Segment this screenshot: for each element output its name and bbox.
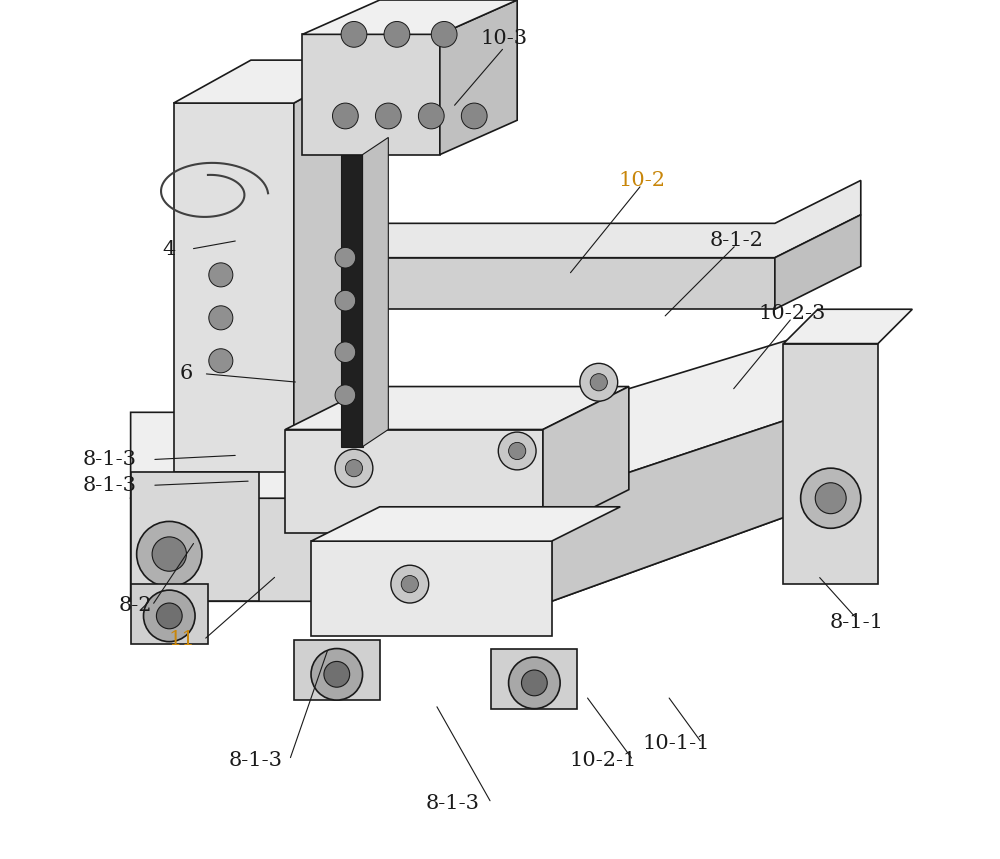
Text: 8-1-2: 8-1-2 <box>709 231 763 250</box>
Text: 10-2-3: 10-2-3 <box>758 304 826 323</box>
Polygon shape <box>775 215 861 309</box>
Circle shape <box>498 432 536 470</box>
Circle shape <box>156 603 182 629</box>
Text: 10-2-1: 10-2-1 <box>569 751 637 770</box>
Circle shape <box>335 385 356 405</box>
Polygon shape <box>363 137 388 447</box>
Text: 8-1-1: 8-1-1 <box>829 613 883 632</box>
Circle shape <box>461 103 487 129</box>
Circle shape <box>137 521 202 587</box>
Circle shape <box>209 306 233 330</box>
Circle shape <box>815 483 846 514</box>
Circle shape <box>580 363 618 401</box>
Text: 10-3: 10-3 <box>481 29 528 48</box>
Polygon shape <box>552 395 861 601</box>
Polygon shape <box>341 155 363 447</box>
Circle shape <box>335 247 356 268</box>
Circle shape <box>335 342 356 362</box>
Circle shape <box>418 103 444 129</box>
Polygon shape <box>380 258 775 309</box>
Polygon shape <box>131 584 208 644</box>
Circle shape <box>324 661 350 687</box>
Text: 4: 4 <box>163 240 176 259</box>
Text: 10-2: 10-2 <box>618 171 665 190</box>
Circle shape <box>801 468 861 528</box>
Text: 8-1-3: 8-1-3 <box>82 476 136 495</box>
Polygon shape <box>131 395 861 601</box>
Circle shape <box>345 460 363 477</box>
Polygon shape <box>131 318 861 498</box>
Polygon shape <box>302 0 517 34</box>
Text: 8-1-3: 8-1-3 <box>228 751 282 770</box>
Text: 6: 6 <box>180 364 193 383</box>
Circle shape <box>509 657 560 709</box>
Circle shape <box>332 103 358 129</box>
Circle shape <box>335 290 356 311</box>
Polygon shape <box>294 60 371 472</box>
Circle shape <box>391 565 429 603</box>
Text: 11: 11 <box>169 631 196 649</box>
Text: 8-1-3: 8-1-3 <box>82 450 136 469</box>
Polygon shape <box>491 649 577 709</box>
Circle shape <box>401 576 418 593</box>
Polygon shape <box>174 60 371 103</box>
Circle shape <box>375 103 401 129</box>
Polygon shape <box>380 180 861 258</box>
Polygon shape <box>783 309 912 344</box>
Polygon shape <box>311 507 620 541</box>
Circle shape <box>311 649 363 700</box>
Circle shape <box>341 21 367 47</box>
Circle shape <box>384 21 410 47</box>
Circle shape <box>209 263 233 287</box>
Text: 10-1-1: 10-1-1 <box>642 734 710 752</box>
Polygon shape <box>311 541 552 636</box>
Polygon shape <box>285 430 543 533</box>
Polygon shape <box>543 387 629 533</box>
Circle shape <box>152 537 186 571</box>
Circle shape <box>335 449 373 487</box>
Text: 8-1-3: 8-1-3 <box>426 794 480 813</box>
Text: 8-2: 8-2 <box>118 596 152 615</box>
Polygon shape <box>131 472 259 601</box>
Circle shape <box>431 21 457 47</box>
Circle shape <box>590 374 607 391</box>
Circle shape <box>144 590 195 642</box>
Circle shape <box>509 442 526 460</box>
Polygon shape <box>440 0 517 155</box>
Circle shape <box>521 670 547 696</box>
Polygon shape <box>294 640 380 700</box>
Polygon shape <box>302 34 440 155</box>
Circle shape <box>209 349 233 373</box>
Polygon shape <box>783 344 878 584</box>
Polygon shape <box>174 103 294 472</box>
Polygon shape <box>285 387 629 430</box>
